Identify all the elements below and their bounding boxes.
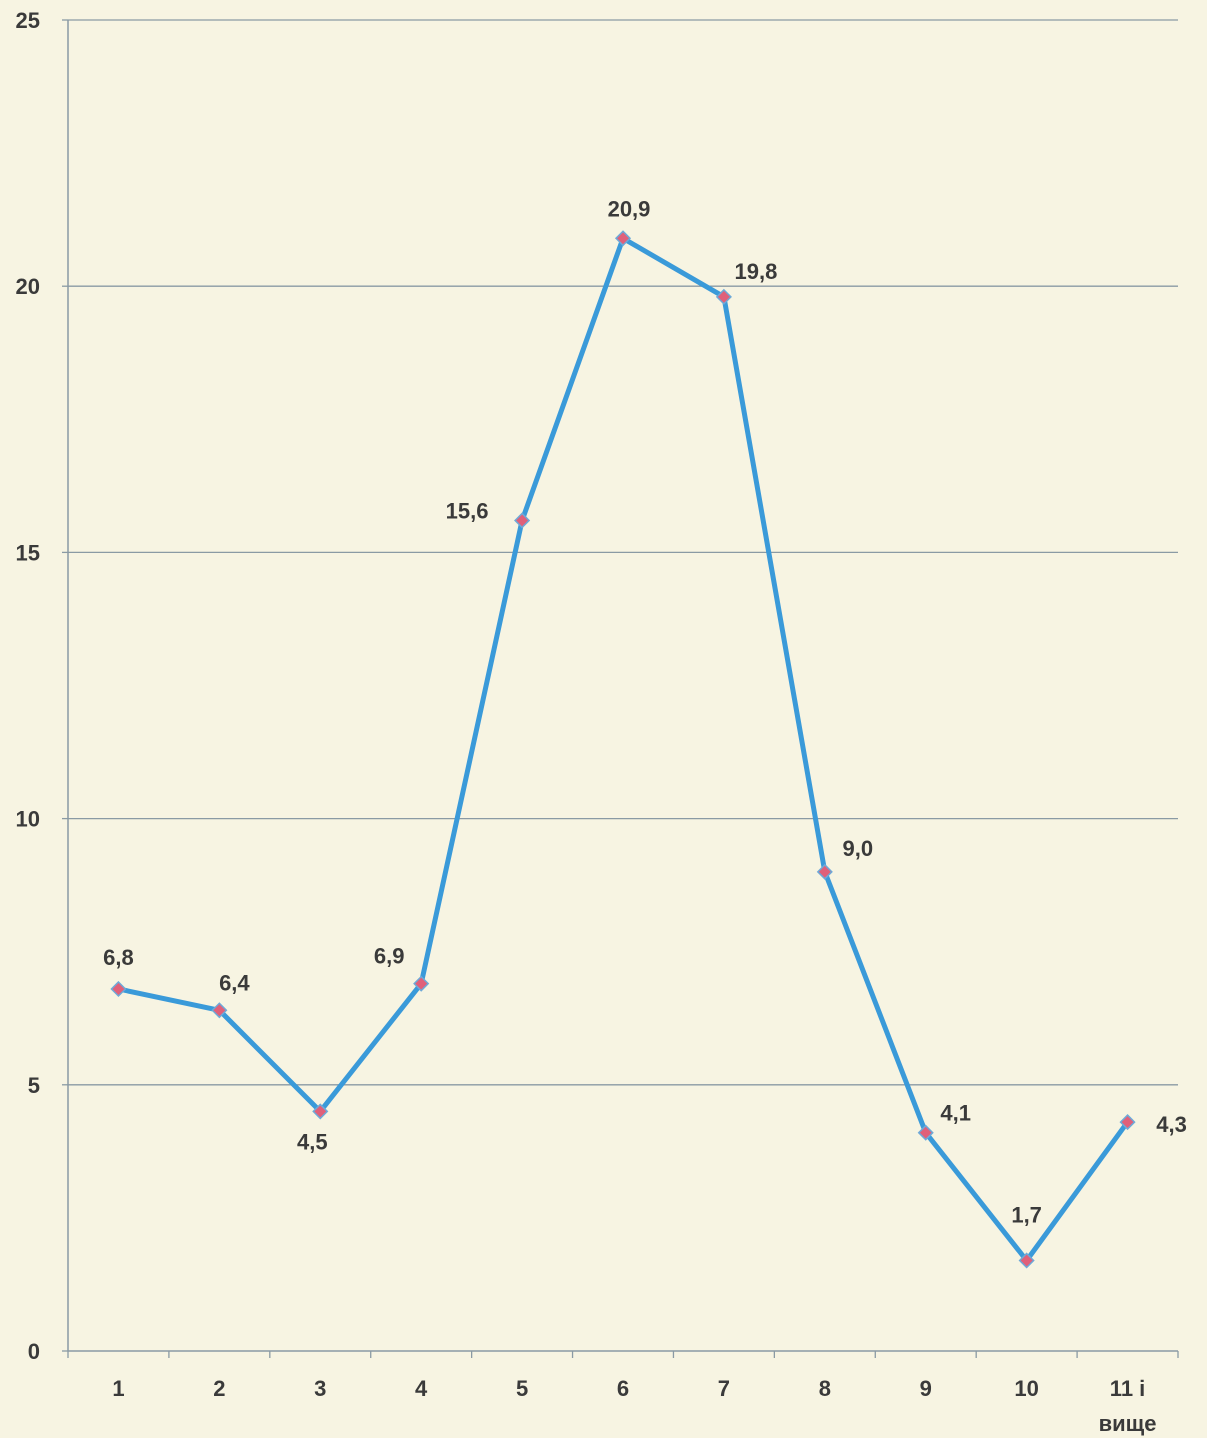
x-tick-label: 11 і [1110, 1376, 1145, 1401]
y-tick-label: 15 [16, 540, 40, 565]
x-tick-label: 2 [213, 1376, 225, 1401]
x-tick-label: 3 [314, 1376, 326, 1401]
x-tick-label: 9 [920, 1376, 932, 1401]
data-point-marker [917, 1124, 934, 1141]
data-point-marker [1119, 1114, 1136, 1131]
gridlines [68, 19, 1178, 1086]
data-label: 15,6 [446, 498, 489, 523]
data-point-marker [614, 230, 632, 247]
y-tick-label: 10 [16, 807, 40, 832]
x-tick-label: 8 [819, 1376, 831, 1401]
y-tick-label: 0 [28, 1339, 40, 1364]
data-label: 9,0 [843, 836, 874, 861]
data-point-marker [110, 980, 127, 998]
data-point-marker [413, 975, 430, 992]
data-point-marker [1018, 1252, 1035, 1269]
data-label: 4,3 [1156, 1112, 1187, 1137]
data-point-marker [514, 512, 531, 529]
x-tick-label: 10 [1014, 1376, 1038, 1401]
x-axis-ticks: 1 2 3 4 5 6 7 8 9 10 11 і вище [112, 1376, 1156, 1436]
data-label: 4,5 [297, 1129, 328, 1154]
x-tick-label: 6 [617, 1376, 629, 1401]
y-tick-label: 25 [16, 8, 40, 33]
y-axis-ticks: 0 5 10 15 20 25 [16, 8, 40, 1364]
y-tick-label: 5 [28, 1073, 40, 1098]
x-tick-label: 7 [718, 1376, 730, 1401]
series-markers [110, 230, 1136, 1269]
series-line [115, 235, 1131, 1263]
series-line-path [115, 235, 1131, 1263]
data-label: 1,7 [1011, 1202, 1042, 1227]
x-tick-label: 4 [415, 1376, 428, 1401]
axes [62, 19, 1179, 1358]
data-point-marker [312, 1103, 329, 1120]
data-labels: 6,8 6,4 4,5 6,9 15,6 20,9 19,8 9,0 4,1 1,7 4,3 [103, 196, 1187, 1227]
data-label: 6,4 [219, 970, 250, 995]
x-tick-label: 5 [516, 1376, 528, 1401]
data-point-marker [211, 1002, 228, 1019]
x-tick-label: 1 [112, 1376, 124, 1401]
data-label: 20,9 [608, 196, 651, 221]
data-label: 6,9 [374, 944, 405, 969]
y-tick-label: 20 [16, 274, 40, 299]
data-label: 6,8 [103, 945, 134, 970]
data-label: 4,1 [940, 1101, 971, 1126]
data-point-marker [715, 288, 732, 305]
data-point-marker [816, 863, 833, 880]
x-tick-label: вище [1099, 1411, 1157, 1436]
data-label: 19,8 [734, 259, 777, 284]
